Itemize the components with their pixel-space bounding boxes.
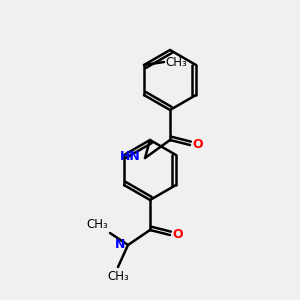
Text: CH₃: CH₃ xyxy=(86,218,108,231)
Text: O: O xyxy=(172,229,183,242)
Text: CH₃: CH₃ xyxy=(165,56,187,68)
Text: O: O xyxy=(192,139,202,152)
Text: HN: HN xyxy=(120,151,141,164)
Text: CH₃: CH₃ xyxy=(107,270,129,283)
Text: N: N xyxy=(115,238,125,250)
